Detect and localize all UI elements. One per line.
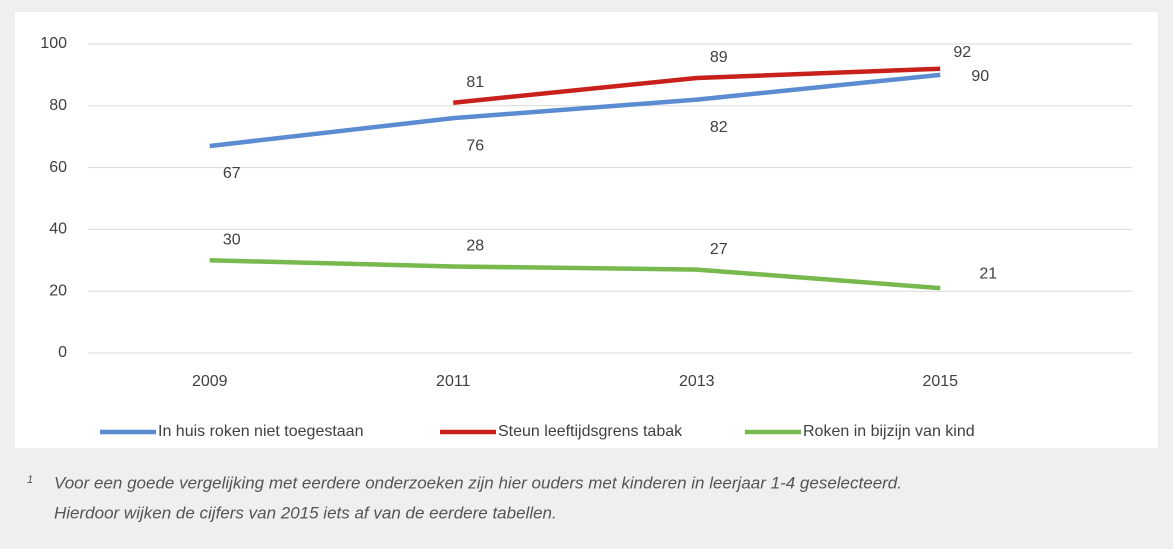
data-label: 76 xyxy=(466,137,484,154)
series-line xyxy=(209,258,941,291)
data-label: 81 xyxy=(466,74,484,91)
y-tick-label: 100 xyxy=(40,35,67,52)
data-label: 89 xyxy=(710,49,728,66)
legend-label: In huis roken niet toegestaan xyxy=(158,423,363,440)
y-tick-label: 60 xyxy=(49,159,67,176)
data-label: 27 xyxy=(710,241,728,258)
x-tick-label: 2009 xyxy=(192,373,228,390)
data-label: 92 xyxy=(953,44,971,61)
footnote-line: Voor een goede vergelijking met eerdere … xyxy=(54,473,902,492)
data-label: 67 xyxy=(223,165,241,182)
chart-area xyxy=(15,12,1158,448)
footnote-marker: 1 xyxy=(27,474,33,486)
data-label: 28 xyxy=(466,238,484,255)
data-label: 30 xyxy=(223,232,241,249)
x-tick-label: 2011 xyxy=(436,373,471,390)
data-label: 21 xyxy=(979,265,997,282)
y-tick-label: 20 xyxy=(49,282,67,299)
footnote-line: Hierdoor wijken de cijfers van 2015 iets… xyxy=(54,503,557,522)
x-tick-label: 2013 xyxy=(679,373,715,390)
legend-label: Steun leeftijdsgrens tabak xyxy=(498,423,683,440)
legend-label: Roken in bijzijn van kind xyxy=(803,423,975,440)
x-tick-label: 2015 xyxy=(922,373,958,390)
y-tick-label: 80 xyxy=(49,97,67,114)
series-line xyxy=(209,72,941,149)
series-line xyxy=(453,66,941,105)
y-tick-label: 0 xyxy=(58,344,67,361)
data-label: 90 xyxy=(971,68,989,85)
y-tick-label: 40 xyxy=(49,221,67,238)
data-label: 82 xyxy=(710,119,728,136)
